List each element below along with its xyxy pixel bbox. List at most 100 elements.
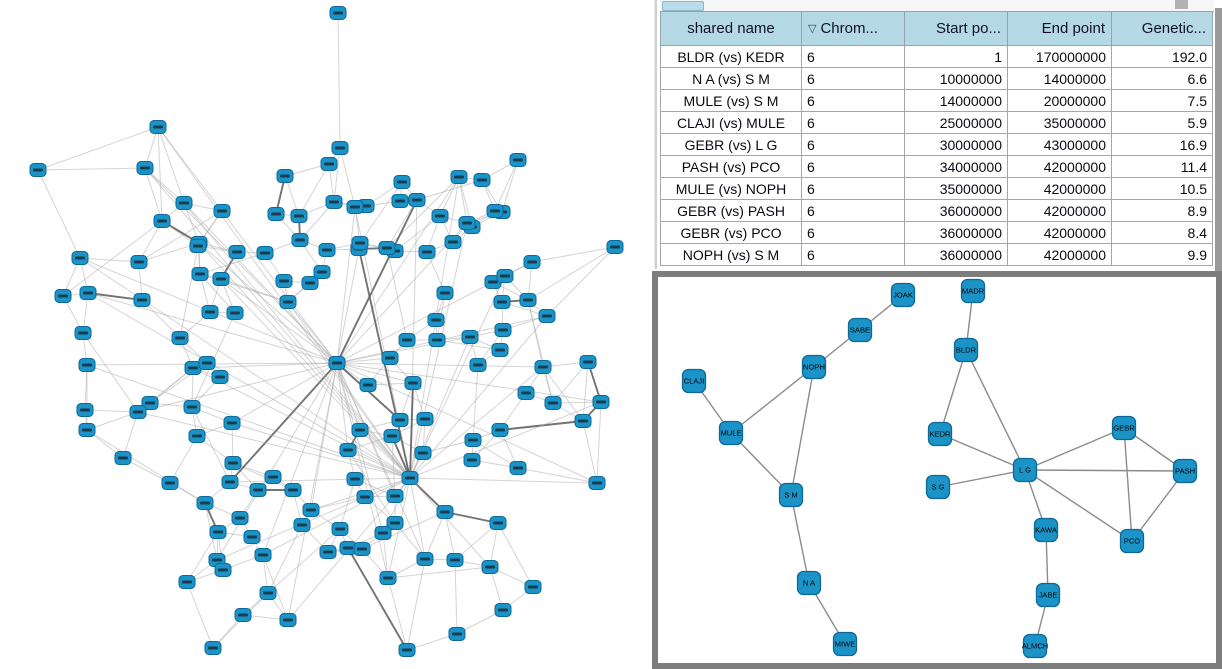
table-row[interactable]: CLAJI (vs) MULE 6 25000000 35000000 5.9 (660, 111, 1213, 134)
table-cell[interactable]: GEBR (vs) L G (660, 133, 802, 156)
secondary-network-canvas[interactable]: JOAK MADR SABE NOPH BLDR CLAJI MULE KEDR GEBR L G… (658, 277, 1216, 663)
table-cell[interactable]: 43000000 (1007, 133, 1112, 156)
network-node-almch[interactable]: ALMCH (1022, 633, 1049, 659)
table-cell[interactable]: 11.4 (1111, 155, 1213, 178)
table-cell[interactable]: 36000000 (904, 221, 1008, 244)
sort-descending-icon[interactable]: ▽ (808, 23, 817, 35)
table-cell[interactable]: 42000000 (1007, 155, 1112, 178)
table-row[interactable]: PASH (vs) PCO 6 34000000 42000000 11.4 (660, 155, 1213, 178)
table-cell[interactable]: 6 (801, 133, 905, 156)
network-node-sg[interactable]: S G (925, 474, 951, 500)
column-header-genetic[interactable]: Genetic... (1111, 11, 1213, 46)
network-node-madr[interactable]: MADR (960, 278, 986, 304)
table-cell[interactable]: MULE (vs) NOPH (660, 177, 802, 200)
network-node-jabe[interactable]: JABE (1035, 582, 1061, 608)
network-node-pco[interactable]: PCO (1119, 528, 1145, 554)
table-cell[interactable]: 35000000 (1007, 111, 1112, 134)
network-node-sm[interactable]: S M (778, 482, 804, 508)
node-label (33, 168, 43, 172)
table-row[interactable]: GEBR (vs) PCO 6 36000000 42000000 8.4 (660, 221, 1213, 244)
table-cell[interactable]: 36000000 (904, 199, 1008, 222)
network-node-pash[interactable]: PASH (1172, 458, 1198, 484)
table-cell[interactable]: 6 (801, 221, 905, 244)
network-view-main[interactable] (0, 0, 652, 669)
table-cell[interactable]: 8.4 (1111, 221, 1213, 244)
table-cell[interactable]: 42000000 (1007, 199, 1112, 222)
secondary-network-nodes[interactable]: JOAK MADR SABE NOPH BLDR CLAJI MULE KEDR GEBR L G… (681, 278, 1198, 659)
network-node-miwe[interactable]: MIWE (832, 631, 858, 657)
table-row[interactable]: BLDR (vs) KEDR 6 1 170000000 192.0 (660, 45, 1213, 68)
main-network-canvas[interactable] (0, 0, 652, 669)
table-cell[interactable]: 6 (801, 155, 905, 178)
column-header-endpoint[interactable]: End point (1007, 11, 1112, 46)
scrollbar-corner-button[interactable] (1175, 0, 1188, 9)
table-cell[interactable]: NOPH (vs) S M (660, 243, 802, 266)
network-node-claji[interactable]: CLAJI (681, 368, 707, 394)
table-cell[interactable]: 35000000 (904, 177, 1008, 200)
network-node-kawa[interactable]: KAWA (1033, 517, 1059, 543)
table-cell[interactable]: MULE (vs) S M (660, 89, 802, 112)
table-cell[interactable]: PASH (vs) PCO (660, 155, 802, 178)
table-cell[interactable]: 6.6 (1111, 67, 1213, 90)
table-cell[interactable]: 10.5 (1111, 177, 1213, 200)
scrollbar-thumb[interactable] (662, 1, 704, 11)
table-cell[interactable]: 14000000 (1007, 67, 1112, 90)
table-cell[interactable]: 8.9 (1111, 199, 1213, 222)
node-label (495, 428, 505, 432)
table-row[interactable]: N A (vs) S M 6 10000000 14000000 6.6 (660, 67, 1213, 90)
table-cell[interactable]: 192.0 (1111, 45, 1213, 68)
network-node-na[interactable]: N A (796, 570, 822, 596)
network-node-kedr[interactable]: KEDR (927, 421, 953, 447)
table-cell[interactable]: 42000000 (1007, 177, 1112, 200)
node-label (583, 360, 593, 364)
panel-splitter[interactable] (654, 0, 657, 269)
table-cell[interactable]: 42000000 (1007, 221, 1112, 244)
table-cell[interactable]: 9.9 (1111, 243, 1213, 266)
table-cell[interactable]: 16.9 (1111, 133, 1213, 156)
network-node-mule[interactable]: MULE (718, 420, 744, 446)
table-cell[interactable]: 7.5 (1111, 89, 1213, 112)
network-node-sabe[interactable]: SABE (847, 317, 873, 343)
table-cell[interactable]: 20000000 (1007, 89, 1112, 112)
network-view-secondary[interactable]: JOAK MADR SABE NOPH BLDR CLAJI MULE KEDR GEBR L G… (652, 271, 1222, 669)
table-row[interactable]: GEBR (vs) PASH 6 36000000 42000000 8.9 (660, 199, 1213, 222)
network-node-joak[interactable]: JOAK (890, 282, 916, 308)
table-cell[interactable]: N A (vs) S M (660, 67, 802, 90)
table-cell[interactable]: 1 (904, 45, 1008, 68)
column-header-chrom[interactable]: ▽ Chrom... (801, 11, 905, 46)
table-cell[interactable]: 6 (801, 67, 905, 90)
column-header-startpo[interactable]: Start po... (904, 11, 1008, 46)
secondary-network-edges[interactable] (693, 290, 1186, 647)
table-row[interactable]: NOPH (vs) S M 6 36000000 42000000 9.9 (660, 243, 1213, 266)
table-cell[interactable]: GEBR (vs) PCO (660, 221, 802, 244)
table-row[interactable]: MULE (vs) NOPH 6 35000000 42000000 10.5 (660, 177, 1213, 200)
node-label (402, 338, 412, 342)
table-row[interactable]: MULE (vs) S M 6 14000000 20000000 7.5 (660, 89, 1213, 112)
table-cell[interactable]: 42000000 (1007, 243, 1112, 266)
table-row[interactable]: GEBR (vs) L G 6 30000000 43000000 16.9 (660, 133, 1213, 156)
table-cell[interactable]: 10000000 (904, 67, 1008, 90)
table-cell[interactable]: 6 (801, 89, 905, 112)
table-cell[interactable]: 36000000 (904, 243, 1008, 266)
table-cell[interactable]: 6 (801, 177, 905, 200)
table-cell[interactable]: 6 (801, 45, 905, 68)
network-node-bldr[interactable]: BLDR (953, 337, 979, 363)
table-cell[interactable]: CLAJI (vs) MULE (660, 111, 802, 134)
network-node-noph[interactable]: NOPH (801, 354, 827, 380)
node-label (452, 632, 462, 636)
table-cell[interactable]: 5.9 (1111, 111, 1213, 134)
table-cell[interactable]: 14000000 (904, 89, 1008, 112)
table-cell[interactable]: 34000000 (904, 155, 1008, 178)
table-cell[interactable]: 6 (801, 199, 905, 222)
column-header-sharedname[interactable]: shared name (660, 11, 802, 46)
network-node-gebr[interactable]: GEBR (1111, 415, 1137, 441)
table-cell[interactable]: 30000000 (904, 133, 1008, 156)
table-cell[interactable]: 25000000 (904, 111, 1008, 134)
main-network-nodes[interactable] (29, 6, 624, 657)
table-cell[interactable]: GEBR (vs) PASH (660, 199, 802, 222)
table-cell[interactable]: 6 (801, 111, 905, 134)
table-cell[interactable]: 6 (801, 243, 905, 266)
table-cell[interactable]: 170000000 (1007, 45, 1112, 68)
network-node-lg[interactable]: L G (1012, 457, 1038, 483)
table-cell[interactable]: BLDR (vs) KEDR (660, 45, 802, 68)
